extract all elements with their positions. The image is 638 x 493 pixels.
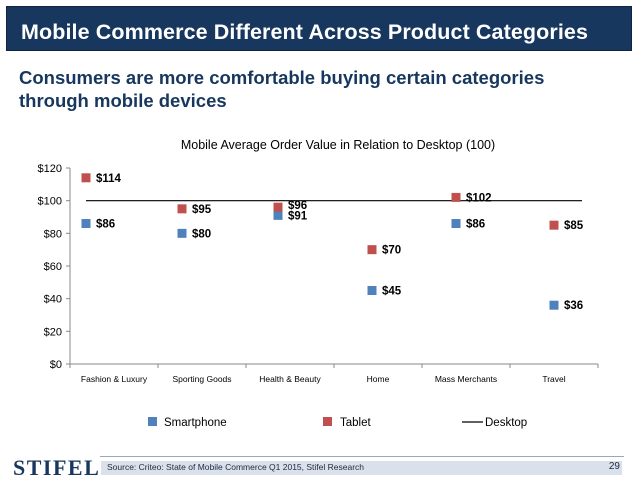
smartphone-data-label: $36 <box>564 300 583 312</box>
tablet-marker <box>549 220 559 230</box>
x-tick-label: Health & Beauty <box>259 374 321 384</box>
smartphone-data-label: $45 <box>382 286 402 298</box>
header-bar: Mobile Commerce Different Across Product… <box>6 6 632 51</box>
y-tick-label: $20 <box>44 326 62 338</box>
x-tick-label: Fashion & Luxury <box>81 374 148 384</box>
y-tick-label: $80 <box>44 228 62 240</box>
smartphone-data-label: $86 <box>96 219 115 231</box>
tablet-marker <box>273 202 283 212</box>
tablet-marker <box>81 173 91 183</box>
footer-bar <box>101 461 622 475</box>
tablet-data-label: $102 <box>466 192 492 204</box>
smartphone-data-label: $86 <box>466 219 485 231</box>
tablet-marker <box>451 192 461 202</box>
tablet-data-label: $96 <box>288 200 307 212</box>
legend-tablet-label: Tablet <box>340 417 371 429</box>
smartphone-data-label: $80 <box>192 228 211 240</box>
stifel-logo: STIFEL <box>13 455 101 480</box>
slide-header: Mobile Commerce Different Across Product… <box>0 0 638 57</box>
y-tick-label: $0 <box>50 359 62 371</box>
tablet-data-label: $85 <box>564 220 584 232</box>
y-tick-label: $120 <box>38 163 62 175</box>
tablet-data-label: $70 <box>382 245 401 257</box>
tablet-marker <box>177 204 187 214</box>
legend-desktop-label: Desktop <box>485 417 527 429</box>
smartphone-marker <box>367 286 377 295</box>
y-tick-label: $60 <box>44 261 62 273</box>
mobile-aov-chart: Mobile Average Order Value in Relation t… <box>38 138 599 429</box>
smartphone-marker <box>549 300 559 310</box>
page-title: Mobile Commerce Different Across Product… <box>21 20 589 44</box>
tablet-data-label: $95 <box>192 204 212 216</box>
y-tick-label: $100 <box>38 196 62 208</box>
tablet-data-label: $114 <box>96 173 122 185</box>
smartphone-data-label: $91 <box>288 210 308 222</box>
smartphone-marker <box>273 210 283 220</box>
tablet-marker <box>367 245 377 255</box>
page-number: 29 <box>608 461 620 472</box>
source-note: Source: Criteo: State of Mobile Commerce… <box>107 462 365 472</box>
smartphone-marker <box>451 219 461 229</box>
slide-subtitle: Consumers are more comfortable buying ce… <box>19 67 545 111</box>
chart-title: Mobile Average Order Value in Relation t… <box>181 138 495 152</box>
legend-tablet-swatch <box>323 417 332 426</box>
x-tick-label: Travel <box>542 374 565 384</box>
y-tick-label: $40 <box>44 294 62 306</box>
smartphone-marker <box>81 219 91 229</box>
legend-smartphone-label: Smartphone <box>164 417 227 429</box>
x-tick-label: Mass Merchants <box>435 374 497 384</box>
x-tick-label: Home <box>367 374 390 384</box>
x-tick-label: Sporting Goods <box>172 374 231 384</box>
legend-smartphone-swatch <box>148 417 157 426</box>
footer-divider <box>100 456 624 457</box>
smartphone-marker <box>177 228 187 238</box>
